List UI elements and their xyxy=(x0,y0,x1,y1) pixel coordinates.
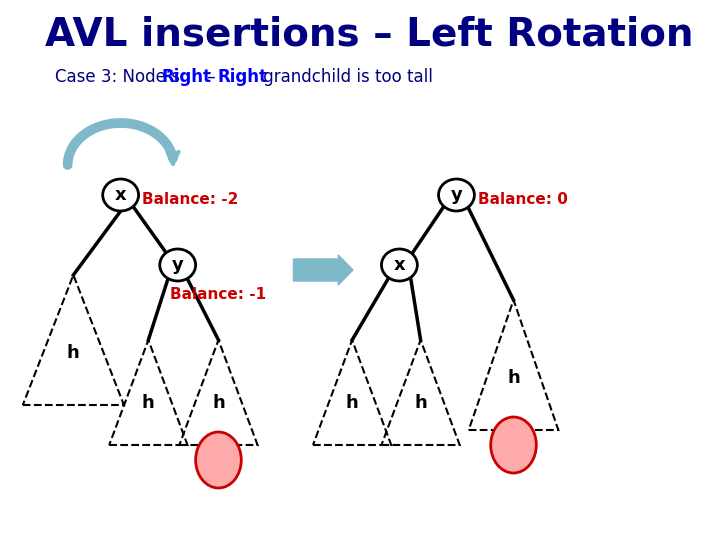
Text: h: h xyxy=(67,344,80,362)
Text: Right: Right xyxy=(161,68,212,86)
Text: y: y xyxy=(172,256,184,274)
Text: y: y xyxy=(451,186,462,204)
Text: Balance: -1: Balance: -1 xyxy=(169,287,266,302)
Text: grandchild is too tall: grandchild is too tall xyxy=(258,68,433,86)
Ellipse shape xyxy=(160,249,196,281)
Circle shape xyxy=(491,417,536,473)
Text: x: x xyxy=(394,256,405,274)
Text: Case 3: Node’s: Case 3: Node’s xyxy=(55,68,186,86)
Ellipse shape xyxy=(438,179,474,211)
Text: Right: Right xyxy=(217,68,268,86)
Text: h: h xyxy=(142,394,155,412)
Text: h: h xyxy=(414,394,427,412)
Circle shape xyxy=(196,432,241,488)
Text: Balance: 0: Balance: 0 xyxy=(477,192,567,207)
Text: h: h xyxy=(212,394,225,412)
FancyArrow shape xyxy=(294,255,353,285)
Text: Balance: -2: Balance: -2 xyxy=(142,192,238,207)
Ellipse shape xyxy=(382,249,418,281)
Text: –: – xyxy=(202,68,221,86)
Text: x: x xyxy=(114,186,127,204)
Text: h: h xyxy=(346,394,359,412)
Text: h: h xyxy=(507,369,520,387)
Text: AVL insertions – Left Rotation: AVL insertions – Left Rotation xyxy=(45,15,693,53)
Ellipse shape xyxy=(103,179,138,211)
